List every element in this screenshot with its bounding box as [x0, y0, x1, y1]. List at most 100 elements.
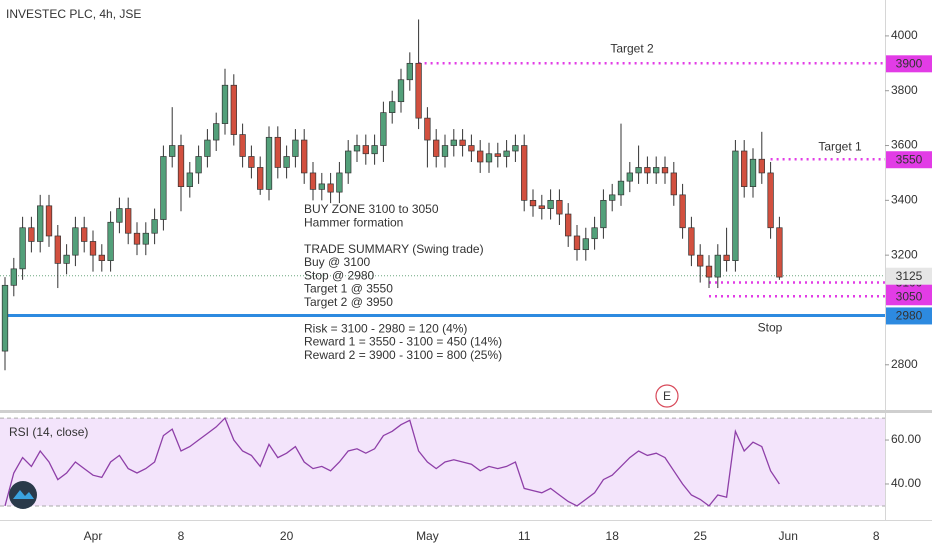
candle-body — [749, 158, 757, 187]
candle-body — [257, 167, 264, 190]
candle-body — [318, 183, 325, 190]
y-tick-label: 2800 — [891, 357, 918, 371]
x-tick-label: Jun — [779, 529, 798, 543]
candle-body — [397, 79, 405, 103]
y-tick-label: 3600 — [891, 138, 918, 152]
candle-body — [459, 139, 466, 146]
note-line: Stop @ 2980 — [304, 268, 375, 282]
candle-body — [741, 150, 748, 187]
candle-body — [714, 254, 721, 278]
level-label: Stop — [758, 321, 783, 335]
candle-body — [107, 221, 114, 261]
y-tick-label: 4000 — [891, 28, 918, 42]
candle-body — [661, 167, 669, 174]
note-line: Risk = 3100 - 2980 = 120 (4%) — [304, 321, 467, 335]
candle-body — [195, 156, 202, 174]
candle-body — [758, 158, 765, 174]
candle-body — [248, 156, 255, 168]
candle-body — [626, 172, 633, 182]
candle-body — [406, 62, 413, 81]
x-tick-label: May — [416, 529, 439, 543]
price-tag-label: 3550 — [896, 152, 923, 166]
candle-body — [1, 284, 9, 352]
candle-body — [732, 150, 739, 261]
candle-body — [617, 180, 625, 196]
candle-body — [582, 238, 589, 251]
price-tag — [886, 288, 932, 306]
candle-body — [133, 232, 141, 245]
candle-body — [274, 136, 281, 168]
candle-body — [151, 219, 158, 234]
candle-body — [723, 254, 730, 261]
candle-body — [494, 153, 501, 157]
candle-body — [125, 208, 132, 234]
price-tag-label: 2980 — [896, 309, 923, 323]
candle-body — [301, 139, 308, 174]
candle-body — [380, 112, 387, 146]
candle-body — [81, 227, 88, 242]
candle-body — [362, 145, 369, 155]
candle-body — [512, 145, 519, 152]
candle-body — [688, 227, 695, 256]
candle-body — [468, 145, 475, 152]
note-line: Hammer formation — [304, 215, 403, 229]
y-tick-label: 40.00 — [891, 476, 921, 490]
candle-body — [142, 232, 149, 245]
candle-body — [433, 139, 440, 157]
candle-body — [45, 205, 53, 237]
y-tick-label: 3800 — [891, 83, 918, 97]
candle-body — [309, 172, 317, 190]
candle-body — [72, 227, 79, 256]
note-line: Reward 2 = 3900 - 3100 = 800 (25%) — [304, 348, 502, 362]
plot: 2800 3200 3400 3600 3800 4000 Apr 8 20 May 11 18 25 J… — [0, 19, 932, 543]
candle-body — [116, 208, 123, 223]
rsi-line — [4, 416, 780, 507]
candle-body — [653, 167, 660, 174]
candle-body — [213, 123, 220, 141]
candle-body — [644, 167, 651, 174]
candle-body — [441, 145, 449, 157]
candle-body — [705, 265, 713, 278]
candle-body — [28, 227, 35, 242]
candle-body — [186, 172, 193, 187]
candle-body — [265, 136, 273, 190]
price-tag — [886, 307, 932, 325]
candle-body — [521, 145, 528, 201]
candle-body — [424, 117, 431, 141]
x-tick-label: 11 — [518, 529, 531, 543]
x-tick-label: 18 — [606, 529, 620, 543]
candle-body — [697, 254, 704, 267]
candle-body — [389, 101, 396, 113]
candle-body — [565, 213, 572, 237]
x-tick-label: 8 — [178, 529, 185, 543]
candle-body — [591, 227, 598, 240]
price-tag — [886, 55, 932, 73]
note-line: Target 2 @ 3950 — [304, 295, 393, 309]
candle-body — [353, 145, 361, 152]
candle-body — [98, 254, 105, 261]
candle-body — [485, 153, 493, 163]
candle-body — [327, 183, 334, 193]
price-tag — [886, 151, 932, 169]
candle-body — [679, 194, 686, 229]
candle-body — [63, 254, 70, 264]
candle-body — [547, 199, 554, 209]
candle-body — [609, 194, 616, 201]
candle-body — [19, 227, 26, 270]
note-line: Target 1 @ 3550 — [304, 282, 393, 296]
note-line: Reward 1 = 3550 - 3100 = 450 (14%) — [304, 335, 502, 349]
candle-body — [670, 172, 677, 196]
candle-body — [477, 150, 484, 163]
candle-body — [10, 268, 17, 286]
candle-body — [37, 205, 44, 242]
candle-body — [336, 172, 343, 193]
candle-body — [503, 150, 510, 157]
candle-body — [600, 199, 607, 229]
price-tag-label: 3125 — [896, 269, 923, 283]
candle-body — [283, 156, 290, 168]
candle-body — [160, 156, 167, 220]
candle-body — [450, 139, 457, 146]
level-label: Target 1 — [818, 139, 862, 153]
candle-body — [538, 205, 545, 209]
